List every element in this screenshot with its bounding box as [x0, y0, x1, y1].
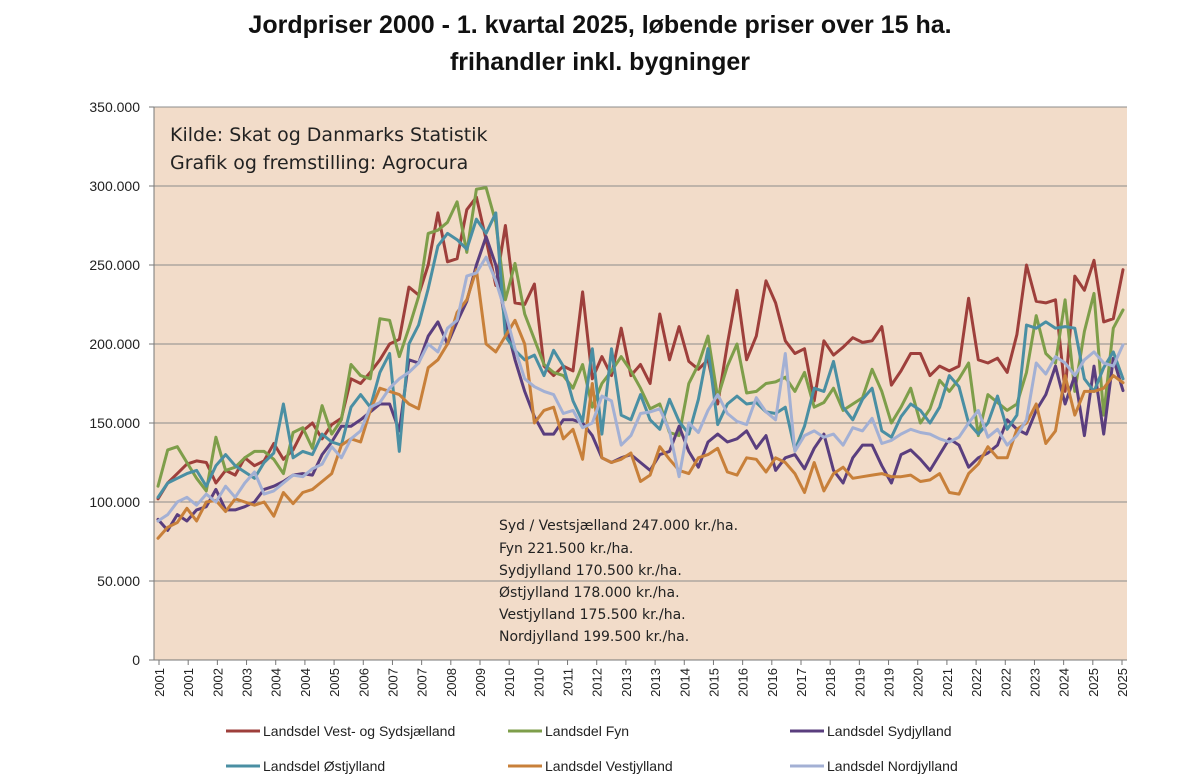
axes: [153, 107, 1127, 661]
x-tick-label: 2025: [1115, 668, 1130, 697]
x-tick-label: 2001: [181, 668, 196, 697]
x-tick-label: 2014: [677, 668, 692, 697]
credit-annotation: Grafik og fremstilling: Agrocura: [170, 152, 468, 174]
x-tick-label: 2025: [1086, 668, 1101, 697]
summary-line: Nordjylland 199.500 kr./ha.: [499, 629, 689, 645]
y-tick-label: 50.000: [97, 573, 140, 589]
x-tick-label: 2002: [210, 668, 225, 697]
series-line-4: [156, 211, 1125, 499]
x-tick-label: 2015: [706, 668, 721, 697]
latest-price-summary: Syd / Vestsjælland 247.000 kr./ha. Fyn 2…: [499, 518, 738, 645]
y-tick-label: 200.000: [89, 336, 140, 352]
x-tick-label: 2016: [736, 668, 751, 697]
x-tick-label: 2003: [240, 668, 255, 697]
legend-label: Landsdel Sydjylland: [827, 723, 952, 739]
x-tick-label: 2019: [882, 668, 897, 697]
x-tick-label: 2006: [356, 668, 371, 697]
series-line-1: [156, 195, 1125, 501]
chart-title-line-1: Jordpriser 2000 - 1. kvartal 2025, løben…: [248, 11, 951, 39]
x-tick-label: 2009: [473, 668, 488, 697]
x-tick-label: 2001: [152, 668, 167, 697]
legend-label: Landsdel Fyn: [545, 723, 629, 739]
series-line-2: [156, 186, 1125, 493]
x-tick-label: 2008: [444, 668, 459, 697]
y-tick-label: 0: [132, 652, 140, 668]
y-tick-label: 250.000: [89, 257, 140, 273]
y-tick-label: 100.000: [89, 494, 140, 510]
x-tick-label: 2019: [852, 668, 867, 697]
summary-line: Fyn 221.500 kr./ha.: [499, 541, 633, 557]
x-tick-label: 2024: [1057, 668, 1072, 697]
x-tick-label: 2005: [327, 668, 342, 697]
y-tick-label: 350.000: [89, 99, 140, 115]
summary-line: Sydjylland 170.500 kr./ha.: [499, 563, 682, 579]
summary-line: Syd / Vestsjælland 247.000 kr./ha.: [499, 518, 738, 534]
x-tick-label: 2022: [998, 668, 1013, 697]
summary-line: Østjylland 178.000 kr./ha.: [499, 585, 680, 601]
x-tick-label: 2012: [590, 668, 605, 697]
series-lines: [156, 186, 1125, 540]
x-tick-label: 2016: [765, 668, 780, 697]
x-tick-label: 2011: [561, 668, 576, 696]
y-tick-label: 300.000: [89, 178, 140, 194]
x-tick-label: 2022: [969, 668, 984, 697]
series-line-6: [156, 255, 1125, 523]
x-tick-label: 2013: [648, 668, 663, 697]
x-tick-label: 2020: [911, 668, 926, 697]
summary-line: Vestjylland 175.500 kr./ha.: [499, 607, 686, 623]
legend: Landsdel Vest- og Sydsjælland Landsdel Fy…: [226, 723, 958, 774]
x-tick-label: 2007: [385, 668, 400, 697]
legend-label: Landsdel Vestjylland: [545, 758, 673, 774]
x-tick-label: 2010: [502, 668, 517, 697]
source-annotation: Kilde: Skat og Danmarks Statistik: [170, 124, 488, 146]
gridlines: [154, 106, 1127, 582]
y-tick-label: 150.000: [89, 415, 140, 431]
x-tick-labels: 2001 2001 2002 2003 2004 2004 2005 2006 2007 2007…: [152, 660, 1130, 697]
x-tick-label: 2004: [298, 668, 313, 697]
chart-title-line-2: frihandler inkl. bygninger: [450, 48, 750, 76]
x-tick-label: 2010: [531, 668, 546, 697]
series-line-3: [156, 235, 1125, 532]
x-tick-label: 2007: [415, 668, 430, 697]
x-tick-label: 2004: [269, 668, 284, 697]
x-tick-label: 2013: [619, 668, 634, 697]
y-tick-labels: 0 50.000 100.000 150.000 200.000 250.000 300.0…: [89, 99, 154, 668]
series-line-5: [156, 268, 1125, 540]
x-tick-label: 2021: [940, 668, 955, 697]
plot-area: [154, 107, 1127, 660]
legend-label: Landsdel Østjylland: [263, 758, 385, 774]
x-tick-label: 2023: [1027, 668, 1042, 697]
x-tick-label: 2018: [823, 668, 838, 697]
legend-label: Landsdel Vest- og Sydsjælland: [263, 723, 455, 739]
legend-label: Landsdel Nordjylland: [827, 758, 958, 774]
x-tick-label: 2017: [794, 668, 809, 697]
